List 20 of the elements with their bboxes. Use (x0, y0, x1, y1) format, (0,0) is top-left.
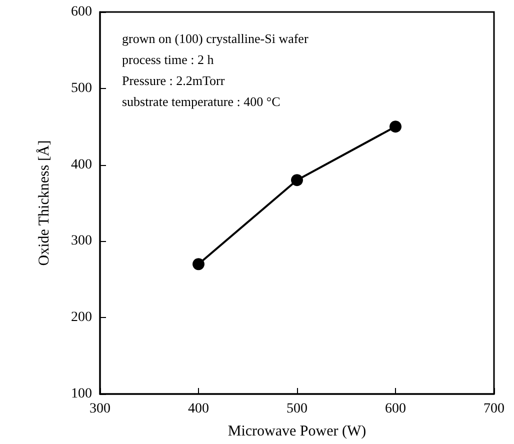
y-tick-label: 400 (71, 157, 92, 172)
y-tick-label: 300 (71, 234, 92, 249)
x-tick-label: 300 (90, 402, 110, 416)
x-axis-title: Microwave Power (W) (228, 424, 366, 440)
x-tick-label: 700 (484, 402, 504, 416)
y-axis-title: Oxide Thickness [Å] (36, 140, 52, 266)
point (291, 174, 303, 186)
y-tick-label: 200 (71, 310, 92, 326)
x-tick-label: 600 (385, 402, 406, 416)
y-tick-label: 600 (71, 4, 92, 20)
x-tick-label: 500 (286, 402, 308, 416)
annotation: substrate temperature : 400 °C (122, 94, 280, 109)
annotation: process time : 2 h (122, 52, 214, 67)
y-tick-label: 500 (71, 80, 92, 96)
annotation: Pressure : 2.2mTorr (122, 73, 226, 88)
point (192, 258, 204, 270)
y-tick-label: 100 (71, 386, 92, 402)
point (390, 120, 402, 133)
annotation: grown on (100) crystalline-Si wafer (122, 31, 309, 46)
x-tick-label: 400 (188, 402, 209, 416)
